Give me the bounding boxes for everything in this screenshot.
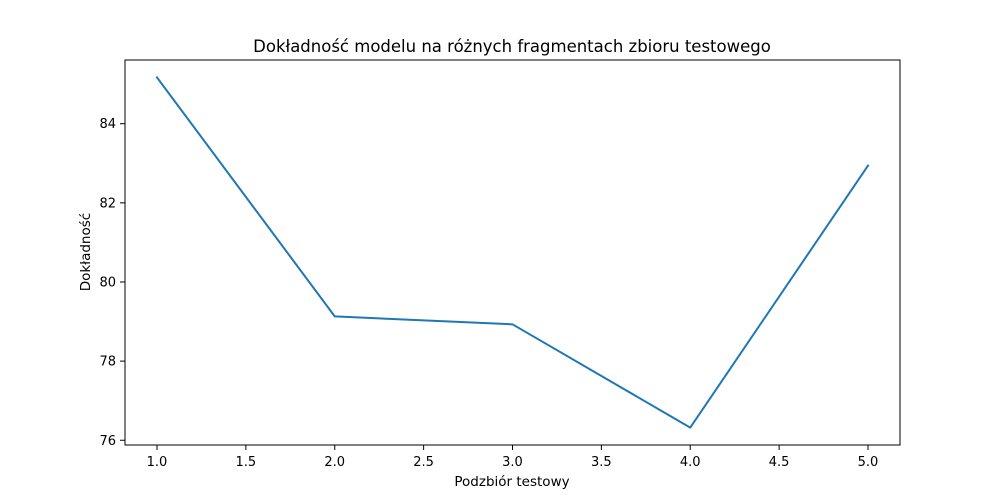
x-tick-label: 2.5 xyxy=(413,455,434,470)
x-tick-label: 5.0 xyxy=(858,455,879,470)
y-tick-label: 76 xyxy=(99,434,116,449)
x-axis-label: Podzbiór testowy xyxy=(454,474,569,490)
x-tick-label: 1.5 xyxy=(236,455,257,470)
y-tick-label: 80 xyxy=(99,275,116,290)
x-tick-label: 3.5 xyxy=(591,455,612,470)
y-tick-label: 84 xyxy=(99,117,116,132)
x-tick-label: 2.0 xyxy=(324,455,345,470)
chart-title: Dokładność modelu na różnych fragmentach… xyxy=(253,37,771,56)
x-tick-label: 4.5 xyxy=(769,455,790,470)
y-axis: 76 78 80 82 84 xyxy=(99,117,125,449)
y-tick-label: 78 xyxy=(99,355,116,370)
plot-area-frame xyxy=(124,59,901,446)
x-tick-label: 4.0 xyxy=(680,455,701,470)
series-line xyxy=(155,76,870,429)
x-tick-label: 1.0 xyxy=(147,455,168,470)
x-axis: 1.0 1.5 2.0 2.5 3.0 3.5 4.0 4.5 5.0 xyxy=(147,445,879,470)
series-layer xyxy=(155,76,870,429)
y-axis-label: Dokładność xyxy=(78,213,94,291)
y-tick-label: 82 xyxy=(99,196,116,211)
x-tick-label: 3.0 xyxy=(502,455,523,470)
